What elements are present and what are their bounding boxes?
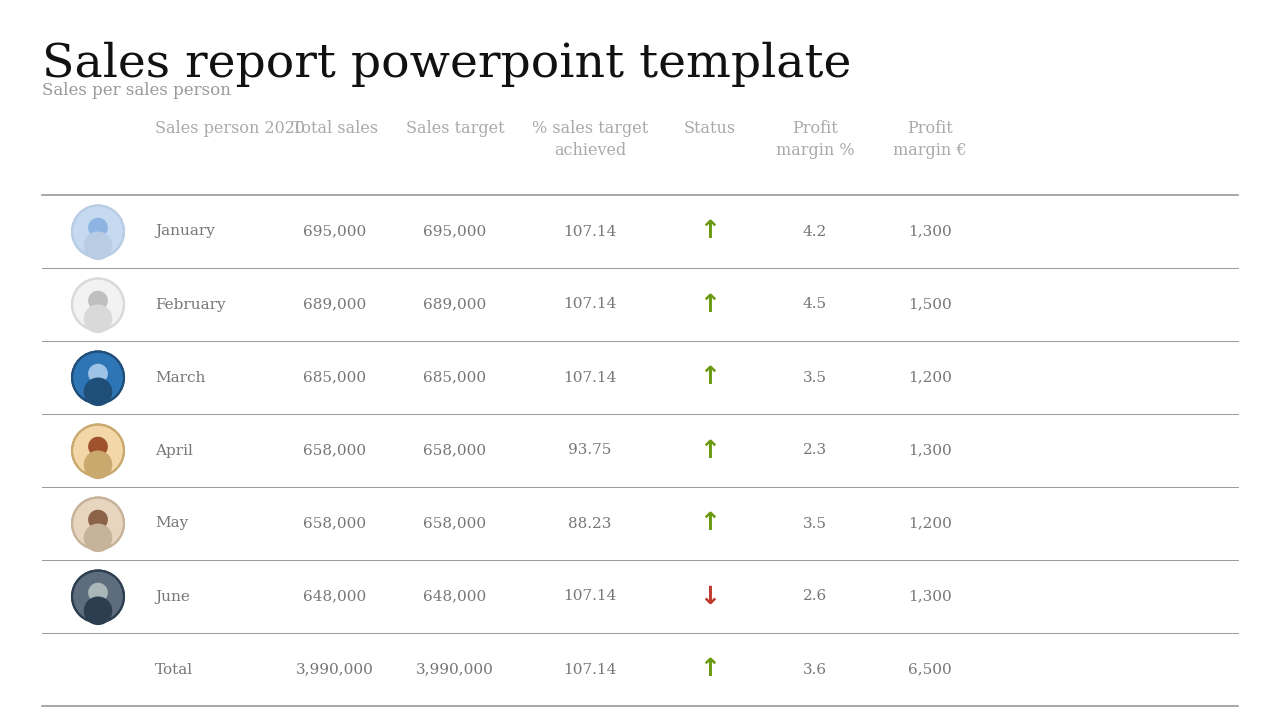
Text: 1,300: 1,300 bbox=[908, 590, 952, 603]
Text: June: June bbox=[155, 590, 189, 603]
Circle shape bbox=[88, 437, 108, 456]
Text: 3.5: 3.5 bbox=[803, 516, 827, 531]
Text: 3,990,000: 3,990,000 bbox=[296, 662, 374, 677]
Circle shape bbox=[88, 582, 108, 603]
Text: 1,200: 1,200 bbox=[908, 371, 952, 384]
Text: 4.2: 4.2 bbox=[803, 225, 827, 238]
Text: Sales person 2020: Sales person 2020 bbox=[155, 120, 305, 137]
Circle shape bbox=[88, 217, 108, 238]
Circle shape bbox=[72, 205, 124, 258]
Text: 648,000: 648,000 bbox=[424, 590, 486, 603]
Text: % sales target
achieved: % sales target achieved bbox=[532, 120, 648, 159]
Circle shape bbox=[83, 377, 113, 406]
Text: 88.23: 88.23 bbox=[568, 516, 612, 531]
Circle shape bbox=[83, 596, 113, 625]
Text: 3.6: 3.6 bbox=[803, 662, 827, 677]
Text: 695,000: 695,000 bbox=[424, 225, 486, 238]
Text: 4.5: 4.5 bbox=[803, 297, 827, 312]
Text: March: March bbox=[155, 371, 205, 384]
Circle shape bbox=[83, 523, 113, 552]
Circle shape bbox=[83, 232, 113, 260]
Circle shape bbox=[72, 279, 124, 330]
Text: 689,000: 689,000 bbox=[424, 297, 486, 312]
Text: ↑: ↑ bbox=[699, 220, 721, 243]
Text: ↑: ↑ bbox=[699, 292, 721, 317]
Text: Sales report powerpoint template: Sales report powerpoint template bbox=[42, 42, 851, 87]
Text: 658,000: 658,000 bbox=[303, 516, 366, 531]
Circle shape bbox=[83, 451, 113, 479]
Text: 658,000: 658,000 bbox=[424, 516, 486, 531]
Circle shape bbox=[88, 291, 108, 310]
Text: 93.75: 93.75 bbox=[568, 444, 612, 457]
Text: February: February bbox=[155, 297, 225, 312]
Text: Profit
margin %: Profit margin % bbox=[776, 120, 854, 159]
Text: May: May bbox=[155, 516, 188, 531]
Text: 685,000: 685,000 bbox=[303, 371, 366, 384]
Text: April: April bbox=[155, 444, 193, 457]
Text: Status: Status bbox=[684, 120, 736, 137]
Text: Total: Total bbox=[155, 662, 193, 677]
Text: 1,300: 1,300 bbox=[908, 225, 952, 238]
Text: Profit
margin €: Profit margin € bbox=[893, 120, 966, 159]
Text: 648,000: 648,000 bbox=[303, 590, 366, 603]
Text: 107.14: 107.14 bbox=[563, 297, 617, 312]
Text: Sales per sales person: Sales per sales person bbox=[42, 82, 230, 99]
Text: Total sales: Total sales bbox=[292, 120, 378, 137]
Text: ↑: ↑ bbox=[699, 366, 721, 390]
Text: January: January bbox=[155, 225, 215, 238]
Text: ↓: ↓ bbox=[699, 585, 721, 608]
Text: 107.14: 107.14 bbox=[563, 371, 617, 384]
Text: 107.14: 107.14 bbox=[563, 590, 617, 603]
Text: 658,000: 658,000 bbox=[303, 444, 366, 457]
Text: 107.14: 107.14 bbox=[563, 225, 617, 238]
Text: 685,000: 685,000 bbox=[424, 371, 486, 384]
Circle shape bbox=[88, 510, 108, 529]
Text: 689,000: 689,000 bbox=[303, 297, 366, 312]
Text: 695,000: 695,000 bbox=[303, 225, 366, 238]
Text: ↑: ↑ bbox=[699, 438, 721, 462]
Circle shape bbox=[83, 305, 113, 333]
Circle shape bbox=[72, 351, 124, 403]
Circle shape bbox=[72, 570, 124, 623]
Text: 1,300: 1,300 bbox=[908, 444, 952, 457]
Text: 107.14: 107.14 bbox=[563, 662, 617, 677]
Text: 1,500: 1,500 bbox=[908, 297, 952, 312]
Circle shape bbox=[72, 498, 124, 549]
Text: 2.6: 2.6 bbox=[803, 590, 827, 603]
Text: 3,990,000: 3,990,000 bbox=[416, 662, 494, 677]
Circle shape bbox=[72, 425, 124, 477]
Text: 6,500: 6,500 bbox=[908, 662, 952, 677]
Text: 1,200: 1,200 bbox=[908, 516, 952, 531]
Text: 2.3: 2.3 bbox=[803, 444, 827, 457]
Text: 658,000: 658,000 bbox=[424, 444, 486, 457]
Text: 3.5: 3.5 bbox=[803, 371, 827, 384]
Circle shape bbox=[88, 364, 108, 384]
Text: ↑: ↑ bbox=[699, 657, 721, 682]
Text: ↑: ↑ bbox=[699, 511, 721, 536]
Text: Sales target: Sales target bbox=[406, 120, 504, 137]
